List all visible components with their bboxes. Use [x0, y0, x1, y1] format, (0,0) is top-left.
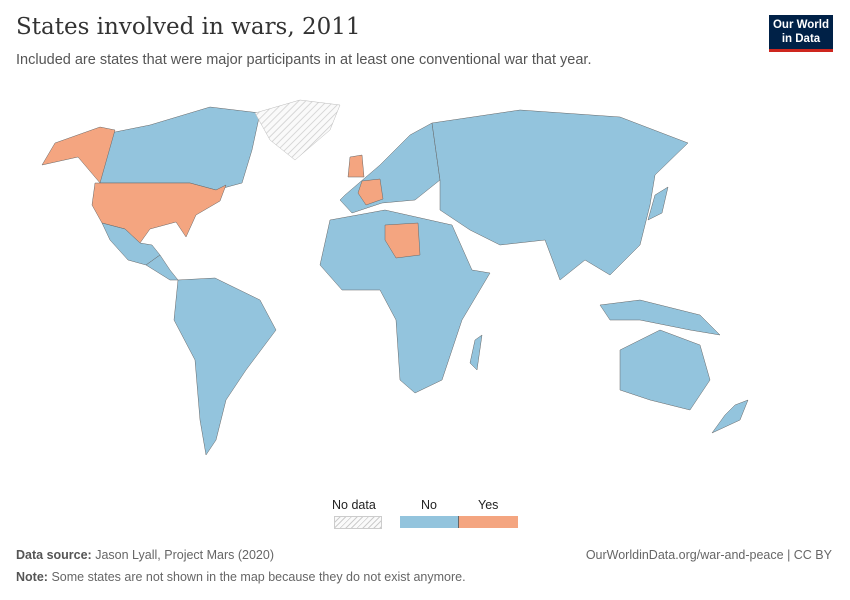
country-central-america[interactable]	[145, 254, 179, 281]
source-url[interactable]: OurWorldinData.org/war-and-peace | CC BY	[585, 548, 832, 562]
legend-no-label: No	[421, 498, 437, 512]
country-united-kingdom[interactable]	[347, 154, 365, 178]
region-southeast-asia[interactable]	[599, 299, 721, 336]
source-label: Data source:	[16, 548, 92, 562]
country-libya[interactable]	[384, 222, 421, 259]
note-label: Note:	[16, 570, 48, 584]
data-source: Data source: Jason Lyall, Project Mars (…	[16, 548, 274, 562]
legend-no-data-swatch	[334, 516, 382, 529]
subtitle: Included are states that were major part…	[16, 52, 592, 68]
note: Note: Some states are not shown in the m…	[16, 570, 466, 584]
legend-yes-swatch[interactable]	[458, 516, 518, 528]
country-france[interactable]	[357, 178, 384, 206]
logo-line2: in Data	[781, 33, 821, 45]
source-text: Jason Lyall, Project Mars (2020)	[95, 548, 274, 562]
country-south-america[interactable]	[173, 277, 277, 456]
page-title: States involved in wars, 2011	[16, 14, 361, 40]
country-madagascar[interactable]	[469, 334, 483, 371]
region-africa[interactable]	[319, 209, 491, 394]
legend-no-swatch[interactable]	[400, 516, 458, 528]
country-new-zealand[interactable]	[711, 399, 749, 434]
legend-no-data-label: No data	[332, 498, 376, 512]
world-map	[41, 99, 749, 456]
note-text: Some states are not shown in the map bec…	[51, 570, 466, 584]
country-australia[interactable]	[619, 329, 711, 411]
logo-line1: Our World	[772, 19, 829, 31]
country-canada[interactable]	[94, 106, 261, 191]
country-japan[interactable]	[647, 186, 669, 221]
owid-logo[interactable]: Our World in Data	[769, 15, 833, 52]
country-greenland[interactable]	[254, 99, 341, 161]
region-asia[interactable]	[431, 109, 689, 281]
legend-yes-label: Yes	[478, 498, 499, 512]
